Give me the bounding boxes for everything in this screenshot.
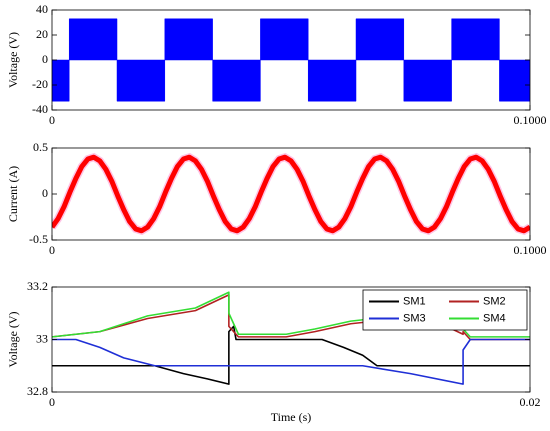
panel: 32.8 33 33.2 0 0.02 Voltage (V) Time (s) SM1 SM2… bbox=[6, 279, 541, 424]
x-tick-label: 0.02 bbox=[520, 395, 541, 409]
plot-area bbox=[52, 152, 530, 236]
y-tick-label: 40 bbox=[36, 2, 48, 16]
panel: -40 -20 0 20 40 0 0.1000 Voltage (V) bbox=[6, 2, 547, 127]
y-axis-label: Voltage (V) bbox=[6, 311, 20, 367]
legend: SM1 SM2 SM3 SM4 bbox=[362, 289, 528, 331]
y-axis-label: Current (A) bbox=[6, 166, 20, 222]
plot-area bbox=[52, 18, 530, 102]
line bbox=[52, 294, 530, 341]
line-halo bbox=[52, 152, 530, 236]
line bbox=[52, 338, 530, 385]
line bbox=[52, 154, 530, 234]
y-tick-label: 20 bbox=[36, 27, 48, 41]
legend-label: SM1 bbox=[403, 295, 426, 307]
legend-label: SM3 bbox=[403, 312, 426, 324]
y-tick-label: -0.5 bbox=[29, 232, 48, 246]
x-tick-label: 0.1000 bbox=[514, 113, 547, 127]
y-tick-label: 33 bbox=[36, 331, 48, 345]
y-tick-label: -40 bbox=[32, 102, 48, 116]
y-axis-label: Voltage (V) bbox=[6, 32, 20, 88]
x-tick-label: 0 bbox=[49, 113, 55, 127]
x-tick-label: 0.1000 bbox=[514, 243, 547, 257]
legend-label: SM2 bbox=[483, 295, 506, 307]
y-tick-label: 0 bbox=[42, 186, 48, 200]
y-tick-label: -20 bbox=[32, 77, 48, 91]
area bbox=[52, 18, 530, 102]
legend-label: SM4 bbox=[483, 312, 506, 324]
line bbox=[52, 325, 530, 385]
x-tick-label: 0 bbox=[49, 243, 55, 257]
y-tick-label: 33.2 bbox=[27, 279, 48, 293]
x-axis-label: Time (s) bbox=[271, 410, 312, 424]
y-tick-label: 0 bbox=[42, 52, 48, 66]
y-tick-label: 0.5 bbox=[33, 140, 48, 154]
x-tick-label: 0 bbox=[49, 395, 55, 409]
legend-box bbox=[362, 289, 528, 331]
y-tick-label: 32.8 bbox=[27, 384, 48, 398]
